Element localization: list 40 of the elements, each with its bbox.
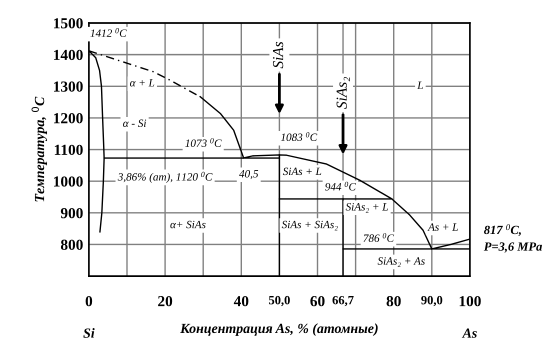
- annotation: SiAs + SiAs₂: [282, 220, 338, 230]
- text: As: [462, 328, 477, 338]
- annotation: α - Si: [123, 120, 146, 128]
- annotation: L: [417, 82, 423, 89]
- annotation: SiAs₂: [336, 76, 350, 109]
- x-tick-label: 60: [310, 296, 325, 306]
- y-tick-label: 1200: [54, 113, 83, 124]
- x-tick-label: 50,0: [268, 296, 290, 306]
- x-axis-title: Концентрация As, % (атомные): [180, 323, 378, 336]
- annotation: 1412 $^{0}$C: [90, 28, 127, 37]
- annotation: 40,5: [239, 170, 258, 180]
- x-tick-label: 20: [158, 296, 172, 306]
- x-tick-label: 40: [234, 296, 248, 306]
- annotation: 817 $^{0}$C, P=3,6 MPa: [484, 224, 542, 253]
- y-tick-label: 1300: [54, 81, 83, 92]
- annotation: α+ SiAs: [170, 220, 206, 228]
- annotation: 1083 $^{0}$C: [280, 132, 318, 142]
- annotation: 1073 $^{0}$C: [185, 138, 222, 147]
- annotation: SiAs + L: [282, 168, 322, 176]
- y-tick-label: 1400: [54, 50, 83, 60]
- text: Si: [83, 328, 95, 338]
- y-tick-label: 1500: [54, 18, 83, 28]
- x-tick-label: 0: [86, 296, 92, 306]
- y-tick-label: 1100: [54, 144, 83, 155]
- y-tick-label: 900: [60, 208, 83, 218]
- x-tick-label: 90,0: [421, 296, 442, 306]
- annotation: SiAs: [272, 42, 284, 68]
- x-tick-label: 80: [386, 296, 401, 306]
- x-tick-label: 100: [460, 296, 481, 306]
- y-tick-label: 800: [60, 240, 83, 250]
- annotation: SiAs₂ + L: [346, 203, 388, 213]
- y-tick-label: 1000: [54, 176, 83, 187]
- annotation: 786 $^{0}$C: [364, 233, 394, 242]
- y-axis-title: Температура, $^{0}$C: [32, 96, 48, 202]
- annotation: 944 $^{0}$C: [325, 182, 356, 191]
- x-tick-label: 66,7: [332, 296, 354, 306]
- annotation: α + L: [130, 79, 154, 87]
- annotation: 3,86% (ат), 1120 $^{0}$C: [118, 172, 213, 183]
- annotation: SiAs₂ + As: [378, 257, 425, 267]
- annotation: As + L: [427, 223, 458, 231]
